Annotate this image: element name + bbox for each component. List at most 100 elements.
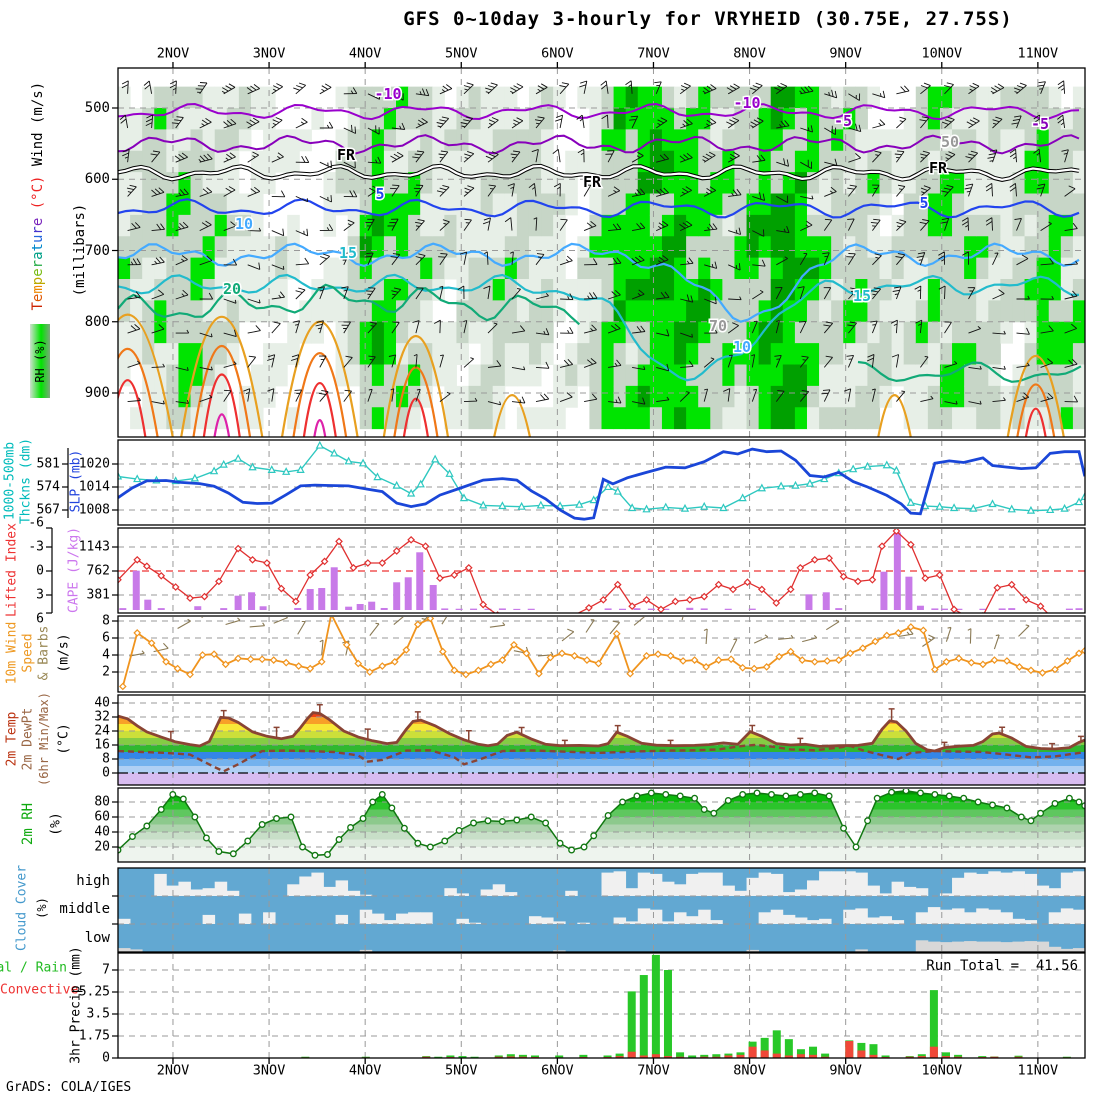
li-tick-label: -3: [28, 539, 44, 555]
thickness-axis-label-1: 1000-500mb: [2, 441, 18, 521]
precip-tick-label: 0: [102, 1050, 110, 1066]
lifted-index-axis-label: Lifted Index: [4, 523, 20, 617]
slp-axis-label: SLP (mb): [68, 449, 84, 513]
temp2m-tick-label: 16: [94, 737, 110, 753]
temp2m-tick-label: 8: [102, 751, 110, 767]
cape-tick-label: 762: [86, 563, 110, 579]
date-tick-label-bottom: 8NOV: [733, 1062, 766, 1079]
rh2m-axis-label-2: (%): [48, 812, 64, 836]
svg-text:15: 15: [339, 244, 357, 262]
cloud-row-label-middle: middle: [59, 901, 110, 917]
date-tick-label-top: 7NOV: [637, 45, 670, 62]
date-tick-label-bottom: 10NOV: [921, 1062, 963, 1079]
svg-text:15: 15: [853, 287, 871, 305]
pressure-tick-label: 600: [84, 171, 110, 188]
rh2m-tick-label: 80: [94, 794, 110, 810]
svg-text:FR: FR: [929, 159, 948, 177]
wind10m-axis-label-4: (m/s): [56, 633, 72, 673]
date-tick-label-top: 2NOV: [156, 45, 190, 62]
date-tick-label-bottom: 3NOV: [252, 1062, 286, 1079]
temp2m-axis-label-2: 2m DewPt: [20, 707, 36, 771]
temp2m-tick-label: 0: [102, 765, 110, 781]
wind10m-panel: [118, 617, 1085, 692]
date-tick-label-bottom: 4NOV: [348, 1062, 382, 1079]
svg-text:FR: FR: [583, 173, 602, 191]
millibars-axis-label: (millibars): [72, 203, 88, 297]
precip-panel: [118, 954, 1085, 1058]
grads-credit: GrADS: COLA/IGES: [6, 1080, 132, 1095]
precip-total-legend: Total / Rain: [0, 960, 67, 976]
slp-tick-label: 1014: [78, 479, 110, 495]
rh-legend-label: RH (%): [33, 339, 47, 383]
date-tick-label-bottom: 7NOV: [637, 1062, 670, 1079]
temp2m-tick-label: 40: [94, 695, 110, 711]
precip-tick-label: 1.75: [78, 1028, 110, 1044]
wind10m-axis-label-2: Speed: [20, 633, 36, 673]
date-tick-label-bottom: 11NOV: [1017, 1062, 1059, 1079]
slp-thickness-panel: [118, 441, 1085, 525]
li-tick-label: -6: [28, 515, 44, 531]
date-tick-label-top: 3NOV: [252, 45, 286, 62]
rh-legend-swatch: RH (%): [30, 324, 50, 398]
date-tick-label-top: 5NOV: [445, 45, 478, 62]
wind10m-tick-label: 2: [102, 664, 110, 680]
svg-text:5: 5: [919, 194, 928, 212]
svg-text:-10: -10: [374, 85, 401, 103]
date-tick-label-top: 8NOV: [733, 45, 766, 62]
li-tick-label: 0: [36, 563, 44, 579]
wind10m-barbs: [129, 617, 1030, 657]
temp2m-tick-label: 32: [94, 709, 110, 725]
rh2m-tick-label: 20: [94, 839, 110, 855]
pressure-tick-label: 900: [84, 385, 110, 401]
svg-text:10: 10: [235, 215, 253, 233]
li-tick-label: 3: [36, 587, 44, 603]
temp2m-axis-label-1: 2m Temp: [4, 711, 20, 767]
date-tick-label-bottom: 9NOV: [829, 1062, 862, 1079]
date-tick-label-bottom: 2NOV: [156, 1062, 190, 1079]
date-tick-label-top: 11NOV: [1017, 45, 1059, 62]
upper-wind-barbs: [119, 80, 1078, 406]
rh2m-tick-label: 60: [94, 809, 110, 825]
wind10m-tick-label: 4: [102, 647, 110, 663]
cape-axis-label: CAPE (J/kg): [66, 526, 82, 614]
precip-tick-label: 7: [102, 962, 110, 978]
cape-li-panel: [118, 529, 1085, 613]
pressure-tick-label: 700: [84, 242, 110, 259]
date-tick-label-bottom: 6NOV: [541, 1062, 574, 1079]
thickness-tick-label: 567: [36, 502, 60, 518]
rh2m-panel: [118, 789, 1085, 862]
date-tick-label-top: 4NOV: [348, 45, 382, 62]
wind-axis-label: Wind (m/s): [30, 81, 46, 167]
thickness-tick-label: 581: [36, 456, 60, 472]
svg-text:-5: -5: [1031, 115, 1049, 133]
date-tick-label-top: 10NOV: [921, 45, 963, 62]
temp2m-axis-label-4: (°C): [56, 723, 72, 755]
cloud-row-label-low: low: [84, 930, 110, 946]
cape-tick-label: 381: [86, 587, 110, 603]
page-title: GFS 0~10day 3-hourly for VRYHEID (30.75E…: [403, 8, 1013, 30]
svg-text:10: 10: [733, 338, 751, 356]
cloud-axis-label-1: Cloud Cover: [14, 864, 30, 952]
pressure-tick-label: 800: [84, 313, 110, 330]
svg-text:5: 5: [375, 185, 384, 203]
wind10m-tick-label: 8: [102, 613, 110, 629]
rh2m-axis-label-1: 2m RH: [20, 802, 36, 846]
rh2m-tick-label: 40: [94, 824, 110, 840]
cloud-row-label-high: high: [76, 873, 110, 889]
slp-tick-label: 1008: [78, 502, 110, 518]
svg-text:20: 20: [223, 280, 241, 298]
cape-tick-label: 1143: [78, 539, 110, 555]
wind10m-axis-label-1: 10m Wind: [4, 621, 20, 685]
svg-text:-5: -5: [834, 112, 852, 130]
temp2m-panel: [118, 696, 1085, 785]
svg-text:-10: -10: [733, 94, 760, 112]
wind10m-tick-label: 6: [102, 630, 110, 646]
precip-tick-label: 5.25: [78, 984, 110, 1000]
precip-convective-legend: Convective: [0, 982, 79, 998]
run-total-annotation: Run Total = 41.56: [926, 958, 1078, 974]
temp2m-tick-label: 24: [94, 723, 110, 739]
temp2m-axis-label-3: (6hr Min/Max): [37, 692, 51, 786]
